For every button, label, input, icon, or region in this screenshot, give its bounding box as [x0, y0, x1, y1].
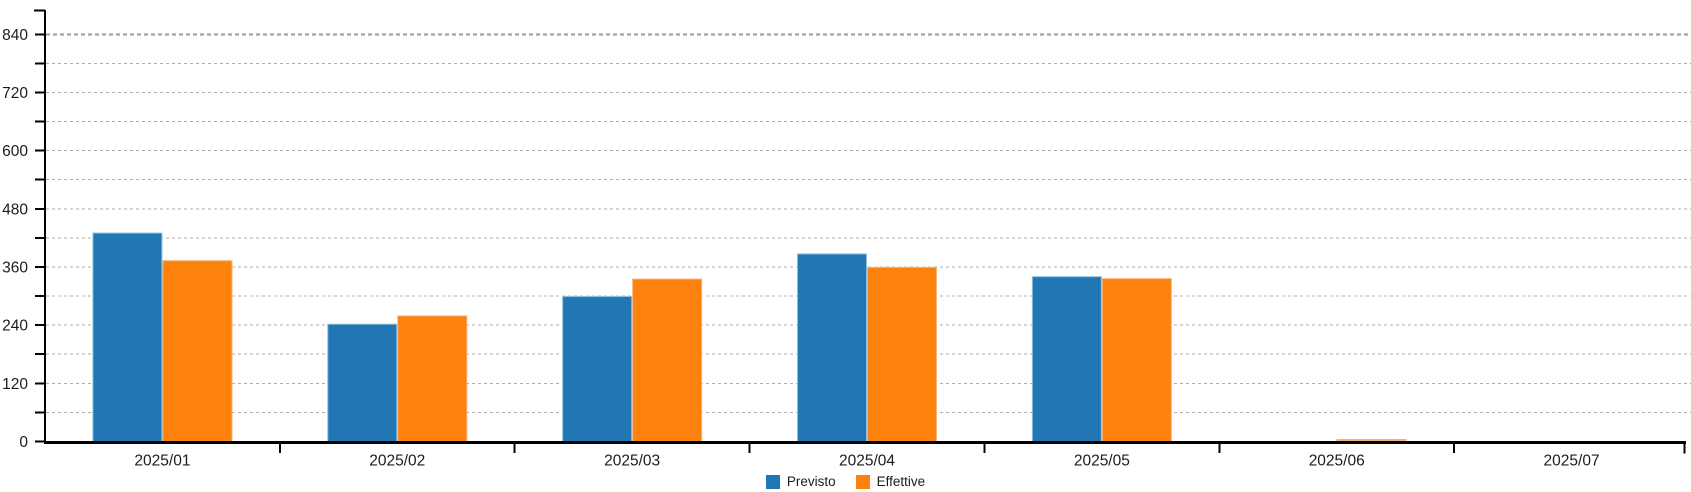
- x-axis-label: 2025/01: [134, 453, 190, 470]
- y-axis-label: 720: [2, 85, 28, 102]
- x-axis-label: 2025/03: [604, 453, 660, 470]
- y-axis-label: 600: [2, 143, 28, 160]
- legend-swatch-effettive-icon: [855, 475, 870, 489]
- bar-effettive-2025-02[interactable]: [397, 315, 468, 442]
- bar-previsto-2025-05[interactable]: [1031, 276, 1102, 442]
- legend-item-effettive[interactable]: Effettive: [855, 474, 926, 489]
- bar-previsto-2025-01[interactable]: [92, 232, 163, 442]
- y-axis-label: 360: [2, 259, 28, 276]
- bar-previsto-2025-04[interactable]: [797, 253, 867, 442]
- x-axis-label: 2025/06: [1309, 453, 1365, 470]
- x-axis-label: 2025/02: [369, 453, 425, 470]
- y-axis-label: 840: [2, 27, 28, 44]
- legend-swatch-previsto-icon: [765, 475, 780, 489]
- legend-label-previsto: Previsto: [786, 474, 836, 489]
- bar-effettive-2025-03[interactable]: [632, 278, 703, 442]
- y-axis-label: 240: [2, 318, 28, 335]
- legend: Previsto Effettive: [0, 473, 1691, 491]
- x-axis-label: 2025/04: [839, 453, 895, 470]
- legend-item-previsto[interactable]: Previsto: [765, 474, 836, 489]
- bar-previsto-2025-03[interactable]: [562, 296, 633, 442]
- legend-label-effettive: Effettive: [876, 474, 926, 489]
- bar-effettive-2025-04[interactable]: [867, 266, 937, 443]
- x-axis-label: 2025/05: [1074, 453, 1130, 470]
- y-axis-label: 120: [2, 376, 28, 393]
- y-axis-label: 480: [2, 201, 28, 218]
- y-axis-label: 0: [19, 434, 28, 451]
- x-axis-label: 2025/07: [1544, 453, 1600, 470]
- bar-effettive-2025-01[interactable]: [162, 260, 233, 442]
- bar-effettive-2025-05[interactable]: [1101, 278, 1172, 442]
- bar-previsto-2025-02[interactable]: [327, 323, 398, 442]
